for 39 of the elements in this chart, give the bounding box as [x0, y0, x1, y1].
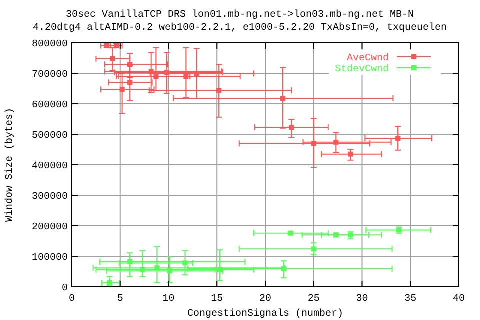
x-tick-label: 10: [162, 294, 175, 305]
point: [164, 70, 170, 76]
y-tick-label: 200000: [32, 222, 68, 234]
x-tick-label: 30: [356, 294, 368, 305]
x-tick-label: 25: [308, 294, 320, 305]
point: [311, 246, 316, 252]
point: [280, 96, 286, 102]
point: [182, 260, 188, 266]
chart-title: 30sec VanillaTCP DRS lon01.mb-ng.net->lon03.mb-ng.net MB-N: [66, 9, 414, 21]
y-tick-label: 100000: [32, 253, 68, 264]
y-tick-label: 400000: [32, 162, 68, 172]
x-tick-label: 0: [68, 294, 76, 305]
y-tick-label: 0: [62, 284, 68, 294]
point: [216, 88, 222, 94]
legend-label: AveCwnd: [346, 52, 389, 64]
y-tick-label: 300000: [32, 192, 68, 203]
point: [281, 266, 286, 272]
y-axis-title: Window Size (bytes): [4, 108, 16, 222]
y-tick-label: 800000: [32, 40, 68, 50]
point: [120, 87, 125, 92]
point: [184, 74, 189, 80]
point: [348, 152, 354, 157]
x-axis-title: CongestionSignals (number): [187, 308, 344, 320]
point: [128, 80, 133, 86]
y-tick-label: 600000: [32, 100, 68, 112]
x-tick-label: 35: [404, 294, 417, 305]
point: [107, 280, 112, 286]
x-tick-label: 15: [211, 294, 224, 305]
x-tick-label: 40: [452, 294, 466, 305]
legend-label: StdevCwnd: [334, 64, 389, 76]
point: [396, 136, 401, 141]
point: [311, 141, 316, 146]
point: [110, 56, 116, 62]
y-tick-label: 700000: [32, 70, 68, 81]
y-tick-label: 500000: [32, 131, 68, 142]
x-tick-label: 20: [259, 294, 272, 305]
point: [289, 124, 294, 130]
chart-subtitle: 4.20dtg4 altAIMD-0.2 web100-2.2.1, e1000-5.2.20 TxAbsIn=0, txqueuelen: [32, 22, 448, 34]
x-tick-label: 5: [117, 294, 124, 305]
